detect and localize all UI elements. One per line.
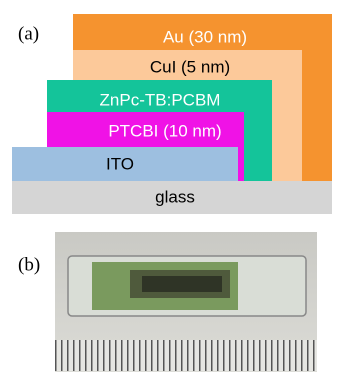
panel-label: (a) bbox=[18, 23, 39, 44]
layer-label: Au (30 nm) bbox=[163, 27, 247, 46]
figure: (a) Au (30 nm) CuI (5 nm) ZnPc-TB:PCBM P… bbox=[0, 0, 356, 381]
layer-label: CuI (5 nm) bbox=[150, 57, 230, 76]
panel-label: (b) bbox=[18, 254, 40, 275]
layer-label: ITO bbox=[106, 154, 134, 173]
layer-label: PTCBI (10 nm) bbox=[108, 121, 221, 140]
device-photo bbox=[55, 232, 317, 372]
layer-label: glass bbox=[155, 187, 195, 206]
layer-label: ZnPc-TB:PCBM bbox=[100, 90, 221, 109]
